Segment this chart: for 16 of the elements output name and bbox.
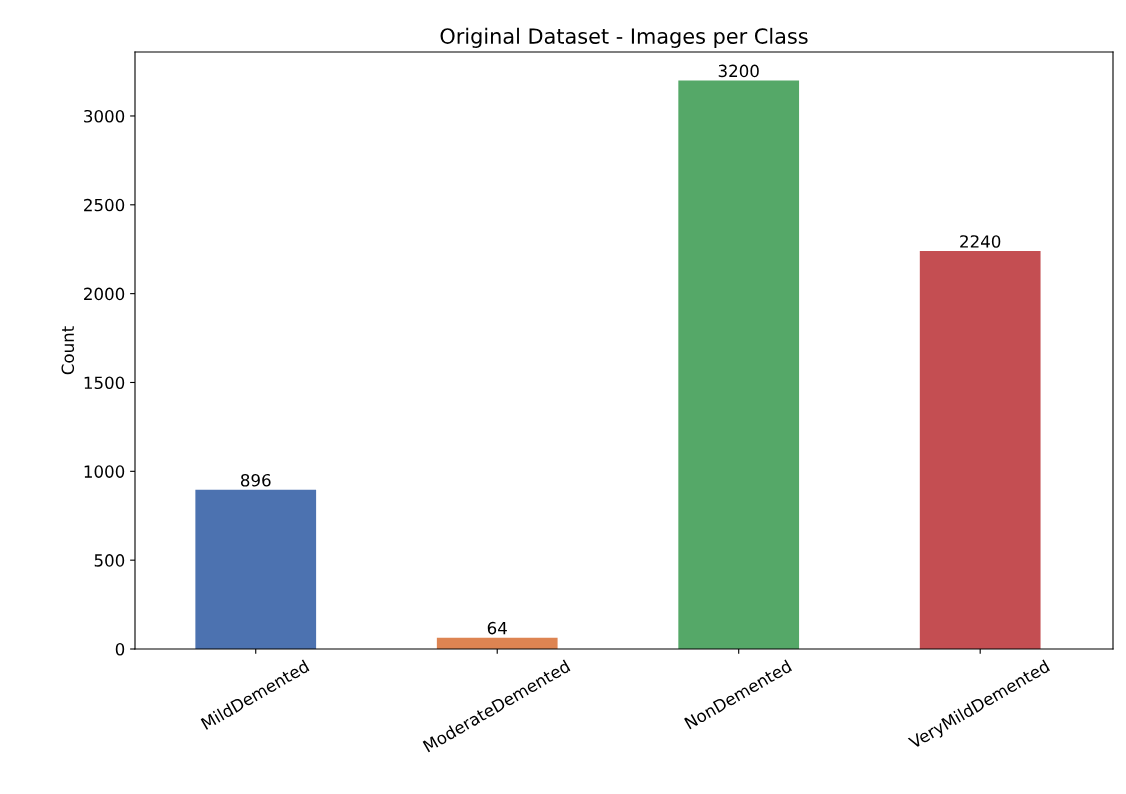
- y-tick-label: 3000: [84, 109, 125, 123]
- data-label: 2240: [960, 235, 1001, 248]
- chart-title: Original Dataset - Images per Class: [440, 27, 808, 48]
- bar: [195, 489, 317, 649]
- y-tick-label: 500: [94, 554, 125, 567]
- y-tick-label: 2500: [84, 198, 125, 212]
- data-label: 3200: [718, 64, 759, 78]
- y-tick-label: 2000: [84, 287, 125, 301]
- bar: [919, 251, 1041, 649]
- y-axis-title: Count: [61, 326, 75, 375]
- y-tick-label: 1000: [84, 465, 125, 478]
- bar: [678, 80, 800, 649]
- data-label: 896: [240, 473, 271, 487]
- y-tick-label: 1500: [84, 376, 125, 390]
- data-label: 64: [487, 621, 507, 635]
- y-tick-label: 0: [115, 642, 125, 656]
